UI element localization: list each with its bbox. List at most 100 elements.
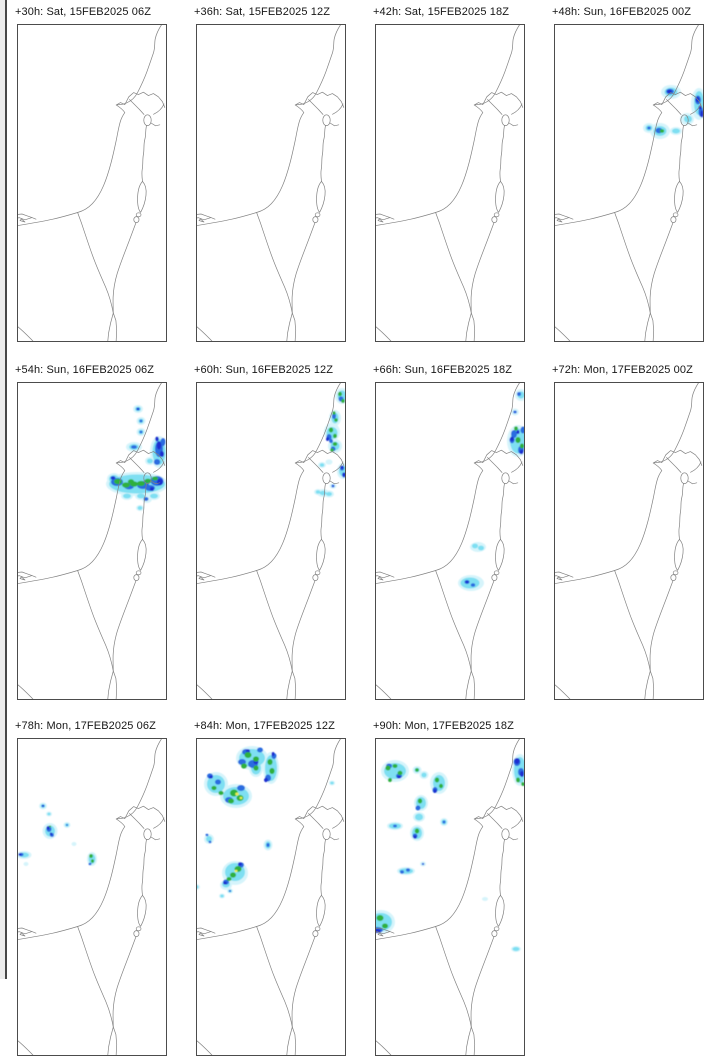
precip-blob-green <box>330 448 334 452</box>
precip-blob-blue <box>257 747 263 753</box>
precip-blob-blue <box>513 410 517 414</box>
precip-blob-green <box>397 770 403 776</box>
map-outline-layer <box>17 738 166 1056</box>
gulf-of-suez <box>554 325 572 342</box>
golan-lines <box>666 99 702 127</box>
precip-blob-cyan <box>415 813 423 821</box>
precip-blob-navy <box>223 881 227 885</box>
gulf-of-suez <box>375 1039 393 1056</box>
precip-blob-green <box>152 476 158 481</box>
dead-sea-south-lobe-2 <box>670 216 677 223</box>
forecast-panel-7: +66h: Sun, 16FEB2025 18Z <box>373 364 525 700</box>
precip-blob-green <box>137 480 145 487</box>
window-left-border <box>5 0 7 979</box>
precip-blob-cyan <box>472 543 478 549</box>
precip-blob-navy <box>238 862 242 866</box>
arava-border <box>112 580 137 672</box>
precip-blob-green <box>253 765 259 771</box>
egypt-border <box>614 570 651 672</box>
precip-blob-blue <box>131 445 137 449</box>
egypt-border <box>435 212 472 314</box>
precip-blob-cyan <box>512 947 520 951</box>
arava-border <box>649 580 674 672</box>
jordan-river <box>320 483 326 540</box>
panel-title: +78h: Mon, 17FEB2025 06Z <box>15 720 156 732</box>
precip-blob-cyan <box>137 493 145 499</box>
precip-blob-green <box>514 426 518 431</box>
precip-blob-blue <box>406 868 410 872</box>
precipitation-layer <box>17 802 97 866</box>
gulf-of-suez <box>17 1039 35 1056</box>
precip-blob-cyan <box>330 781 334 785</box>
precip-blob-blue <box>332 413 336 419</box>
arava-border <box>470 222 495 314</box>
precip-blob-green <box>334 418 338 422</box>
dead-sea-south-lobe-2 <box>312 216 319 223</box>
weather-forecast-page: { "page": { "background": "#ffffff", "de… <box>0 0 704 1056</box>
sea-of-galilee <box>680 114 689 126</box>
mediterranean-coastline <box>17 382 163 585</box>
forecast-panel-8: +72h: Mon, 17FEB2025 00Z <box>552 364 704 700</box>
dead-sea-south-lobe-1 <box>314 570 321 576</box>
lebanon-border <box>294 449 345 466</box>
panel-title: +84h: Mon, 17FEB2025 12Z <box>194 720 335 732</box>
precip-blob-green <box>388 778 392 782</box>
precip-blob-blue <box>421 862 425 866</box>
precip-blob-navy <box>413 835 417 839</box>
map-frame <box>196 382 346 700</box>
precip-blob-blue <box>511 430 517 438</box>
israel-map <box>196 738 346 1056</box>
precip-blob-navy <box>700 110 704 118</box>
dead-sea-south-lobe-1 <box>135 570 142 576</box>
gulf-of-suez <box>375 325 393 342</box>
precip-blob-green <box>269 768 275 774</box>
egypt-border <box>435 926 472 1028</box>
lebanon-border <box>294 91 345 108</box>
precip-blob-green <box>515 437 521 443</box>
sea-of-galilee <box>143 472 152 484</box>
arava-border <box>470 936 495 1028</box>
precip-blob-navy <box>155 436 159 442</box>
gulf-of-aqaba <box>107 670 118 700</box>
dead-sea <box>137 895 147 927</box>
mediterranean-coastline <box>554 24 700 227</box>
dead-sea-south-lobe-2 <box>312 574 319 581</box>
precip-blob-green <box>439 783 443 789</box>
forecast-panel-11: +90h: Mon, 17FEB2025 18Z <box>373 720 525 1056</box>
gulf-of-aqaba <box>465 670 476 700</box>
precip-blob-cyan <box>315 490 321 494</box>
precipitation-layer <box>458 389 525 591</box>
precip-blob-green <box>521 782 525 786</box>
golan-lines <box>666 457 702 485</box>
jordan-river <box>678 125 684 182</box>
mediterranean-coastline <box>554 382 700 585</box>
arava-border <box>649 222 674 314</box>
precip-blob-cyan <box>319 490 327 496</box>
precip-blob-green <box>385 765 391 771</box>
sea-of-galilee <box>680 472 689 484</box>
precip-blob-green <box>392 764 398 768</box>
dead-sea-south-lobe-1 <box>672 570 679 576</box>
forecast-panel-3: +42h: Sat, 15FEB2025 18Z <box>373 6 525 342</box>
map-outline-layer <box>17 24 166 342</box>
precip-blob-blue <box>415 805 421 811</box>
israel-map <box>375 382 525 700</box>
precip-blob-navy <box>246 749 250 753</box>
precip-blob-navy <box>340 466 344 469</box>
precip-blob-green <box>230 872 236 878</box>
precip-blob-navy <box>111 476 115 480</box>
sea-of-galilee <box>322 114 331 126</box>
sea-of-galilee <box>501 828 510 840</box>
dead-sea <box>495 181 505 213</box>
egypt-border <box>256 570 293 672</box>
map-outline-layer <box>196 24 345 342</box>
dead-sea <box>495 895 505 927</box>
egypt-border <box>435 570 472 672</box>
precip-blob-blue <box>208 840 212 844</box>
dead-sea <box>674 539 684 571</box>
dead-sea-south-lobe-2 <box>491 216 498 223</box>
map-frame <box>196 24 346 342</box>
lebanon-border <box>473 91 524 108</box>
panel-title: +54h: Sun, 16FEB2025 06Z <box>15 364 155 376</box>
egypt-border <box>614 212 651 314</box>
